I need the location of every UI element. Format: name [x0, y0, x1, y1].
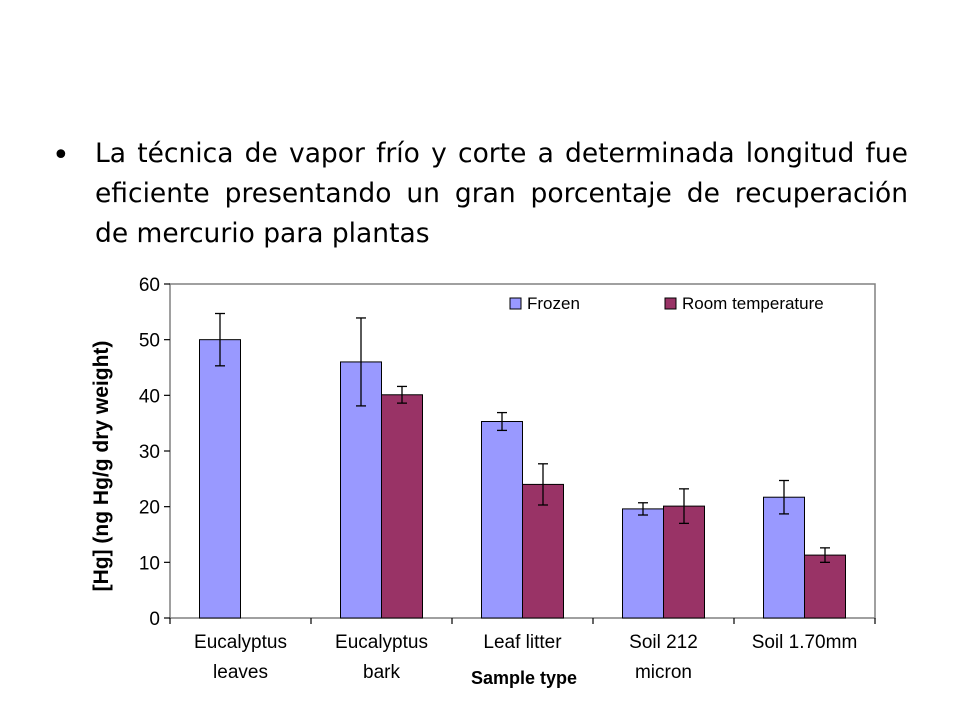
- x-tick-label-1-1: bark: [363, 662, 400, 683]
- bullet-text: La técnica de vapor frío y corte a deter…: [95, 138, 908, 249]
- y-tick-label-10: 10: [139, 553, 160, 574]
- y-tick-label-30: 30: [139, 442, 160, 463]
- x-tick-label-2-0: Leaf litter: [483, 632, 562, 653]
- bar-frozen-3: [622, 508, 664, 619]
- bullet-block: • La técnica de vapor frío y corte a det…: [52, 134, 908, 254]
- bar-frozen-4: [763, 496, 805, 619]
- legend-label-0: Frozen: [527, 294, 580, 313]
- bar-chart: [Hg] (ng Hg/g dry weight) Sample type 0 1…: [90, 275, 876, 688]
- bar-room-temperature-2: [522, 483, 564, 619]
- x-axis-label: Sample type: [471, 668, 577, 688]
- legend-swatch-1: [664, 297, 677, 310]
- bullet-dot-icon: •: [52, 138, 70, 173]
- y-axis-label: [Hg] (ng Hg/g dry weight): [90, 341, 113, 592]
- x-tick-label-3-1: micron: [635, 662, 692, 683]
- y-tick-label-40: 40: [139, 386, 160, 407]
- y-tick-label-50: 50: [139, 331, 160, 352]
- bar-room-temperature-4: [804, 554, 846, 619]
- bar-frozen-2: [481, 420, 523, 619]
- y-tick-label-20: 20: [139, 498, 160, 519]
- x-tick-label-3-0: Soil 212: [629, 632, 698, 653]
- x-tick-label-4-0: Soil 1.70mm: [752, 632, 858, 653]
- y-tick-label-60: 60: [139, 275, 160, 296]
- bar-frozen-1: [340, 361, 382, 619]
- plot-area: 0 10 20 30 40 50 60 Eucalyptus leaves Eucalyptus b…: [139, 275, 876, 683]
- legend-label-1: Room temperature: [682, 294, 824, 313]
- x-tick-label-0-0: Eucalyptus: [194, 632, 287, 653]
- bar-frozen-0: [199, 339, 241, 619]
- y-tick-label-0: 0: [149, 609, 160, 630]
- legend-swatch-0: [509, 297, 522, 310]
- bar-room-temperature-1: [381, 394, 423, 619]
- x-tick-label-1-0: Eucalyptus: [335, 632, 428, 653]
- x-tick-label-0-1: leaves: [213, 662, 268, 683]
